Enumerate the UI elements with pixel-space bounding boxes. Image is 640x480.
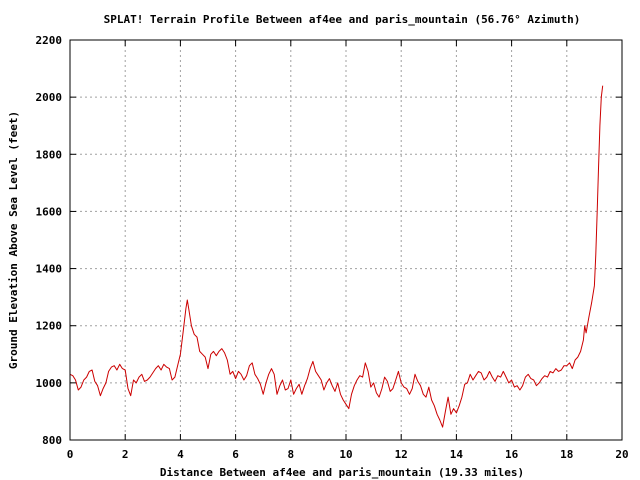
- x-axis-label: Distance Between af4ee and paris_mountai…: [160, 466, 524, 479]
- y-axis-label: Ground Elevation Above Sea Level (feet): [7, 111, 20, 369]
- y-tick-labels: 800 1000 1200 1400 1600 1800 2000 2200: [36, 34, 63, 447]
- x-tick-label: 2: [122, 448, 129, 461]
- grid: [70, 40, 622, 440]
- x-tick-label: 12: [395, 448, 408, 461]
- chart-title: SPLAT! Terrain Profile Between af4ee and…: [104, 13, 581, 26]
- elevation-series-line: [69, 85, 604, 428]
- y-tick-label: 1400: [36, 263, 63, 276]
- x-tick-label: 16: [505, 448, 519, 461]
- y-tick-label: 2000: [36, 91, 63, 104]
- plot-frame: [69, 39, 623, 441]
- x-tick-labels: 0 2 4 6 8 10 12 14 16 18 20: [67, 448, 629, 461]
- y-tick-label: 1000: [36, 377, 63, 390]
- y-tick-label: 2200: [36, 34, 63, 47]
- y-tick-label: 1800: [36, 148, 63, 161]
- x-tick-label: 4: [177, 448, 184, 461]
- x-tick-label: 8: [287, 448, 294, 461]
- x-tick-label: 0: [67, 448, 74, 461]
- x-tick-label: 14: [450, 448, 464, 461]
- x-tick-label: 10: [339, 448, 352, 461]
- y-tick-label: 1200: [36, 320, 63, 333]
- y-tick-label: 800: [42, 434, 62, 447]
- x-tick-label: 18: [560, 448, 573, 461]
- y-tick-label: 1600: [36, 205, 63, 218]
- x-tick-label: 6: [232, 448, 239, 461]
- x-tick-label: 20: [615, 448, 628, 461]
